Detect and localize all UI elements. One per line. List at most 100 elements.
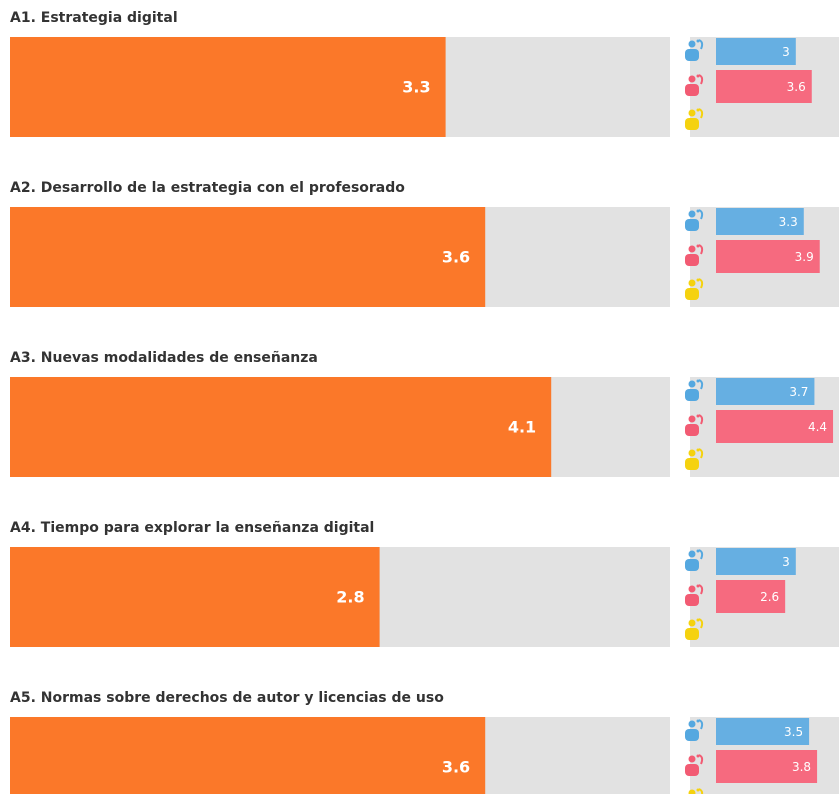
bar-value-label: 4.1 (508, 418, 536, 437)
icon-head (688, 380, 696, 388)
role-value-label: 3 (782, 555, 790, 569)
role-bar (716, 580, 786, 613)
icon-dot (696, 244, 700, 248)
icon-head (688, 109, 696, 117)
role-icon (688, 788, 704, 794)
role-icon (685, 618, 704, 640)
icon-dot (696, 719, 700, 723)
bar-value-label: 3.6 (442, 758, 470, 777)
icon-head (688, 755, 696, 763)
role-bar (716, 378, 815, 405)
icon-accent (698, 719, 704, 730)
bar (10, 377, 552, 477)
role-icon (685, 209, 704, 231)
icon-head (688, 40, 696, 48)
role-value-label: 2.6 (760, 590, 779, 604)
icon-body (685, 764, 699, 776)
icon-accent (698, 618, 704, 629)
role-icon (685, 74, 704, 96)
role-icon (685, 39, 704, 61)
role-bar (716, 718, 810, 745)
icon-accent (698, 244, 704, 255)
icon-head (688, 210, 696, 218)
icon-body (685, 84, 699, 96)
icon-dot (696, 584, 700, 588)
role-bar (716, 410, 834, 443)
icon-body (685, 288, 699, 300)
icon-head (688, 550, 696, 558)
icon-head (688, 789, 696, 794)
icon-dot (696, 618, 700, 622)
icon-dot (696, 74, 700, 78)
icon-accent (698, 74, 704, 85)
icon-accent (698, 584, 704, 595)
role-value-label: 3.9 (795, 250, 814, 264)
icon-head (688, 585, 696, 593)
icon-accent (698, 108, 704, 119)
icon-dot (696, 549, 700, 553)
icon-body (685, 389, 699, 401)
role-bar (716, 38, 796, 65)
item-title: A3. Nuevas modalidades de enseñanza (10, 350, 318, 366)
item-title: A4. Tiempo para explorar la enseñanza di… (10, 520, 374, 536)
bar (10, 207, 486, 307)
role-icon (685, 278, 704, 300)
icon-body (685, 594, 699, 606)
bar-value-label: 3.6 (442, 248, 470, 267)
role-value-label: 3.5 (784, 725, 803, 739)
role-value-label: 4.4 (808, 420, 827, 434)
icon-accent (698, 209, 704, 220)
role-icon (685, 719, 704, 741)
icon-body (685, 254, 699, 266)
role-bar (716, 548, 796, 575)
icon-head (688, 279, 696, 287)
icon-accent (698, 379, 704, 390)
item-title: A1. Estrategia digital (10, 10, 178, 26)
role-icon (685, 108, 704, 130)
icon-head (688, 619, 696, 627)
role-bar (716, 70, 812, 103)
icon-accent (698, 549, 704, 560)
icon-dot (696, 448, 700, 452)
icon-accent (698, 754, 704, 765)
bar-value-label: 3.3 (402, 78, 430, 97)
role-bar (716, 750, 818, 783)
icon-body (685, 458, 699, 470)
item-title: A5. Normas sobre derechos de autor y lic… (10, 690, 444, 706)
icon-head (688, 720, 696, 728)
icon-accent (698, 39, 704, 50)
bar (10, 547, 380, 647)
role-icon (685, 549, 704, 571)
role-value-label: 3.8 (792, 760, 811, 774)
role-icon (685, 584, 704, 606)
icon-body (685, 559, 699, 571)
role-value-label: 3 (782, 45, 790, 59)
bar (10, 717, 486, 794)
role-icon (685, 448, 704, 470)
bar (10, 37, 446, 137)
item-title: A2. Desarrollo de la estrategia con el p… (10, 180, 405, 196)
icon-accent (698, 278, 704, 289)
icon-dot (696, 754, 700, 758)
icon-body (685, 628, 699, 640)
icon-dot (696, 379, 700, 383)
icon-head (688, 449, 696, 457)
icon-body (685, 219, 699, 231)
role-value-label: 3.7 (789, 385, 808, 399)
role-bar (716, 240, 820, 273)
role-icon (685, 754, 704, 776)
bar-value-label: 2.8 (336, 588, 364, 607)
icon-body (685, 424, 699, 436)
role-icon (685, 414, 704, 436)
icon-body (685, 118, 699, 130)
icon-dot (696, 788, 700, 792)
icon-dot (696, 414, 700, 418)
icon-dot (696, 278, 700, 282)
icon-body (685, 729, 699, 741)
icon-accent (698, 414, 704, 425)
role-icon (685, 244, 704, 266)
icon-body (685, 49, 699, 61)
icon-dot (696, 209, 700, 213)
icon-head (688, 75, 696, 83)
